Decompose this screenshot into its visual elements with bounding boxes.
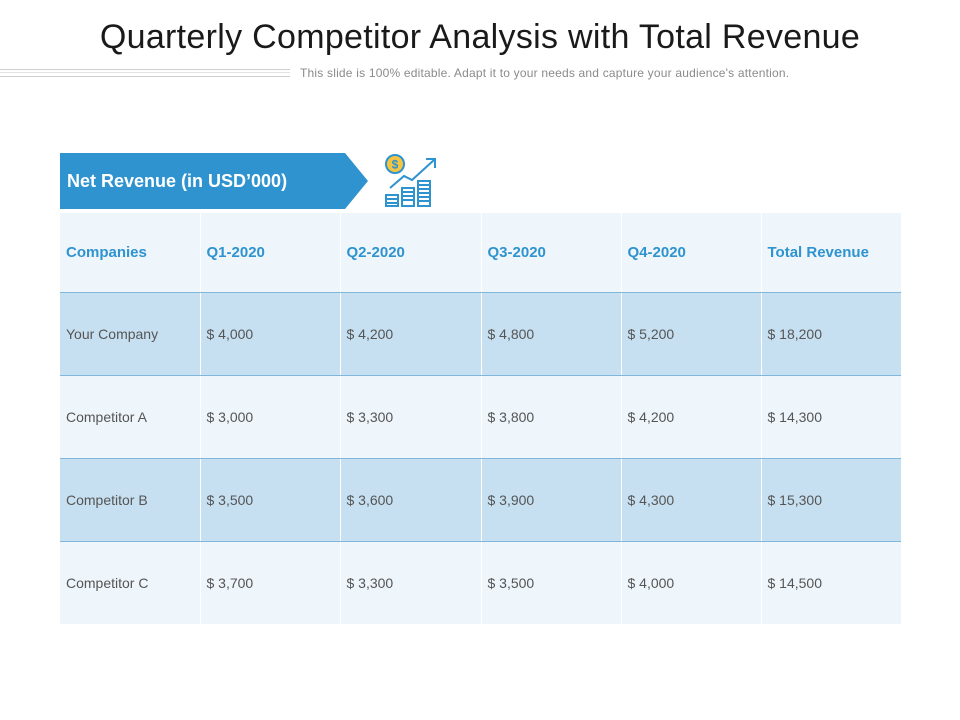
total-value-cell: $ 14,300: [761, 375, 901, 459]
company-name-cell: Competitor C: [60, 541, 201, 624]
page-subtitle: This slide is 100% editable. Adapt it to…: [300, 66, 790, 80]
column-header-q3: Q3-2020: [481, 213, 622, 293]
q1-value-cell: $ 3,000: [200, 375, 341, 459]
table-row: Your Company $ 4,000 $ 4,200 $ 4,800 $ 5…: [60, 292, 901, 376]
column-header-total: Total Revenue: [761, 213, 901, 293]
total-value-cell: $ 14,500: [761, 541, 901, 624]
q3-value-cell: $ 3,800: [481, 375, 622, 459]
q2-value-cell: $ 3,600: [340, 458, 482, 542]
table-row: Competitor B $ 3,500 $ 3,600 $ 3,900 $ 4…: [60, 458, 901, 542]
banner-arrow-shape: [60, 153, 368, 209]
column-header-q1: Q1-2020: [200, 213, 341, 293]
revenue-table: Companies Q1-2020 Q2-2020 Q3-2020 Q4-202…: [60, 213, 901, 624]
q3-value-cell: $ 3,900: [481, 458, 622, 542]
q2-value-cell: $ 3,300: [340, 541, 482, 624]
table-row: Competitor A $ 3,000 $ 3,300 $ 3,800 $ 4…: [60, 375, 901, 459]
q4-value-cell: $ 4,300: [621, 458, 762, 542]
column-header-companies: Companies: [60, 213, 201, 293]
column-header-q4: Q4-2020: [621, 213, 762, 293]
q2-value-cell: $ 3,300: [340, 375, 482, 459]
q4-value-cell: $ 5,200: [621, 292, 762, 376]
net-revenue-banner: Net Revenue (in USD’000): [60, 153, 368, 209]
revenue-growth-icon: $: [382, 150, 442, 215]
q2-value-cell: $ 4,200: [340, 292, 482, 376]
company-name-cell: Your Company: [60, 292, 201, 376]
q1-value-cell: $ 3,500: [200, 458, 341, 542]
company-name-cell: Competitor B: [60, 458, 201, 542]
table-row: Competitor C $ 3,700 $ 3,300 $ 3,500 $ 4…: [60, 541, 901, 624]
title-decoration-lines: [0, 69, 290, 77]
page-title: Quarterly Competitor Analysis with Total…: [99, 18, 861, 56]
svg-text:$: $: [392, 158, 399, 172]
total-value-cell: $ 18,200: [761, 292, 901, 376]
company-name-cell: Competitor A: [60, 375, 201, 459]
banner-label: Net Revenue (in USD’000): [67, 171, 288, 191]
q3-value-cell: $ 3,500: [481, 541, 622, 624]
q1-value-cell: $ 4,000: [200, 292, 341, 376]
column-header-q2: Q2-2020: [340, 213, 482, 293]
q1-value-cell: $ 3,700: [200, 541, 341, 624]
q3-value-cell: $ 4,800: [481, 292, 622, 376]
total-value-cell: $ 15,300: [761, 458, 901, 542]
q4-value-cell: $ 4,200: [621, 375, 762, 459]
q4-value-cell: $ 4,000: [621, 541, 762, 624]
table-header-row: Companies Q1-2020 Q2-2020 Q3-2020 Q4-202…: [60, 213, 901, 293]
